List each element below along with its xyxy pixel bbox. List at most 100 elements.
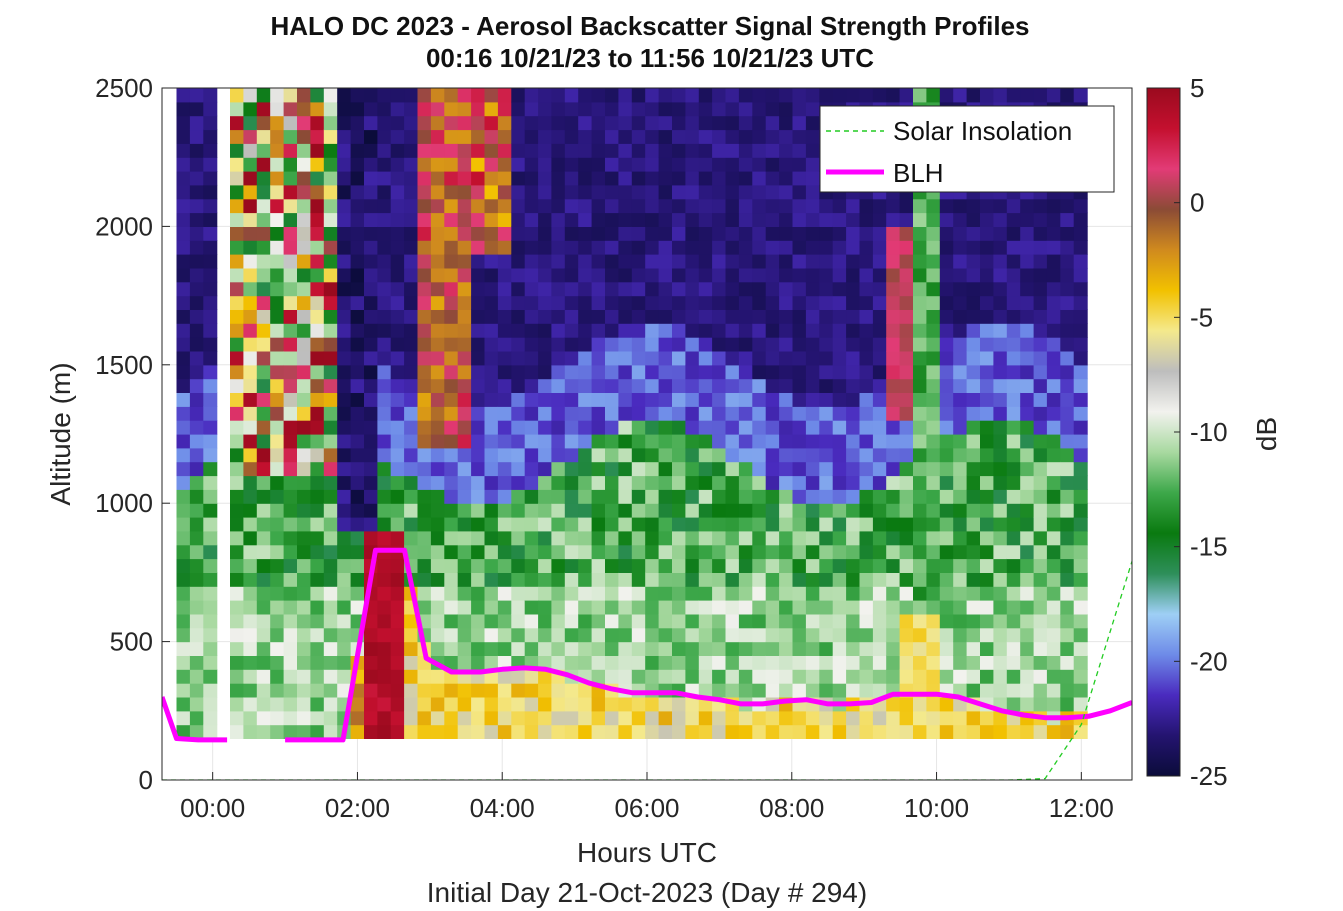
heatmap-cell: [417, 683, 432, 698]
heatmap-cell: [872, 669, 887, 684]
heatmap-cell: [645, 406, 660, 421]
heatmap-cell: [176, 461, 191, 477]
heatmap-cell: [846, 710, 861, 726]
heatmap-cell: [899, 226, 914, 241]
heatmap-cell: [497, 115, 512, 131]
heatmap-cell: [551, 267, 566, 283]
heatmap-cell: [497, 517, 512, 532]
heatmap-cell: [1033, 337, 1048, 352]
heatmap-cell: [189, 309, 204, 324]
heatmap-cell: [256, 710, 271, 726]
heatmap-cell: [872, 641, 887, 656]
heatmap-cell: [725, 406, 740, 421]
heatmap-cell: [551, 254, 566, 269]
heatmap-cell: [685, 724, 700, 739]
heatmap-cell: [377, 351, 392, 366]
heatmap-cell: [243, 517, 258, 532]
heatmap-cell: [511, 281, 526, 297]
heatmap-cell: [725, 627, 740, 643]
heatmap-cell: [859, 378, 874, 393]
heatmap-cell: [564, 503, 579, 518]
heatmap-cell: [243, 669, 258, 684]
heatmap-cell: [1033, 226, 1048, 241]
heatmap-cell: [337, 406, 352, 421]
heatmap-cell: [993, 627, 1008, 643]
heatmap-cell: [993, 710, 1008, 726]
heatmap-cell: [618, 669, 633, 684]
heatmap-cell: [886, 710, 901, 726]
heatmap-cell: [1020, 517, 1035, 532]
heatmap-cell: [819, 683, 834, 698]
heatmap-cell: [658, 627, 673, 643]
heatmap-cell: [792, 558, 807, 573]
heatmap-cell: [323, 558, 338, 573]
heatmap-cell: [779, 586, 794, 601]
heatmap-cell: [645, 226, 660, 241]
heatmap-cell: [430, 254, 445, 269]
heatmap-cell: [578, 586, 593, 601]
heatmap-cell: [779, 157, 794, 172]
heatmap-cell: [444, 157, 459, 172]
heatmap-cell: [538, 240, 553, 255]
heatmap-cell: [779, 212, 794, 227]
heatmap-cell: [591, 710, 606, 726]
heatmap-cell: [230, 351, 244, 366]
heatmap-cell: [645, 697, 660, 712]
heatmap-cell: [672, 710, 686, 726]
heatmap-cell: [685, 697, 700, 712]
heatmap-cell: [993, 254, 1008, 269]
heatmap-cell: [444, 267, 459, 283]
heatmap-cell: [631, 171, 646, 186]
heatmap-cell: [966, 323, 981, 338]
heatmap-cell: [1073, 406, 1088, 421]
heatmap-cell: [578, 489, 593, 504]
heatmap-cell: [832, 323, 847, 338]
heatmap-cell: [725, 503, 740, 518]
heatmap-cell: [417, 669, 432, 684]
heatmap-cell: [966, 669, 981, 684]
heatmap-cell: [256, 530, 271, 546]
heatmap-cell: [404, 212, 419, 227]
heatmap-cell: [792, 212, 807, 227]
heatmap-cell: [283, 240, 298, 255]
heatmap-cell: [859, 613, 874, 629]
heatmap-cell: [417, 544, 432, 560]
heatmap-cell: [323, 669, 338, 684]
heatmap-cell: [390, 309, 405, 324]
heatmap-cell: [524, 309, 539, 324]
heatmap-cell: [337, 558, 352, 573]
heatmap-cell: [698, 323, 713, 338]
heatmap-cell: [738, 586, 753, 601]
heatmap-cell: [605, 406, 619, 421]
heatmap-cell: [712, 392, 727, 407]
heatmap-cell: [283, 378, 298, 393]
heatmap-cell: [591, 447, 606, 463]
heatmap-cell: [471, 724, 486, 739]
heatmap-cell: [430, 378, 445, 393]
heatmap-cell: [404, 530, 419, 546]
heatmap-cell: [605, 669, 619, 684]
heatmap-cell: [256, 600, 271, 615]
heatmap-cell: [1033, 212, 1048, 227]
heatmap-cell: [899, 212, 914, 227]
heatmap-cell: [564, 572, 579, 587]
heatmap-cell: [417, 586, 432, 601]
heatmap-cell: [913, 447, 927, 463]
heatmap-cell: [591, 198, 606, 214]
heatmap-cell: [377, 475, 392, 490]
heatmap-cell: [497, 281, 512, 297]
heatmap-cell: [189, 558, 204, 573]
heatmap-cell: [792, 198, 807, 214]
heatmap-cell: [939, 461, 954, 477]
heatmap-cell: [913, 226, 927, 241]
heatmap-cell: [377, 697, 392, 712]
heatmap-cell: [243, 198, 258, 214]
heatmap-cell: [738, 475, 753, 490]
heatmap-cell: [323, 434, 338, 449]
heatmap-cell: [364, 392, 378, 407]
heatmap-cell: [805, 88, 820, 103]
heatmap-cell: [779, 710, 794, 726]
heatmap-cell: [872, 212, 887, 227]
heatmap-cell: [645, 240, 660, 255]
heatmap-cell: [765, 558, 780, 573]
